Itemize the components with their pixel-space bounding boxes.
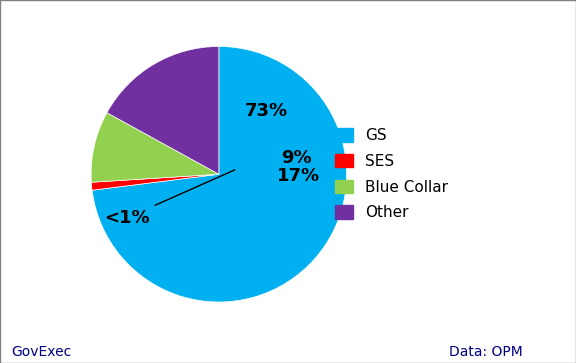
Text: Data: OPM: Data: OPM bbox=[449, 345, 523, 359]
Text: <1%: <1% bbox=[104, 170, 234, 227]
Text: 73%: 73% bbox=[244, 102, 287, 119]
Legend: GS, SES, Blue Collar, Other: GS, SES, Blue Collar, Other bbox=[329, 122, 454, 227]
Wedge shape bbox=[107, 46, 219, 174]
Wedge shape bbox=[92, 46, 347, 302]
Wedge shape bbox=[92, 174, 219, 190]
Text: 17%: 17% bbox=[276, 167, 320, 185]
Text: GovExec: GovExec bbox=[12, 345, 72, 359]
Text: 9%: 9% bbox=[281, 150, 312, 167]
Wedge shape bbox=[91, 113, 219, 182]
